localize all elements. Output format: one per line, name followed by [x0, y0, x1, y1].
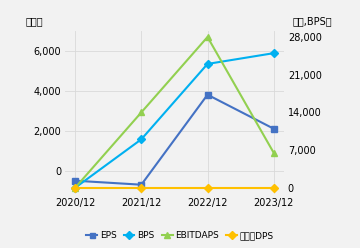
EPS	[271, 127, 276, 130]
BPS	[205, 62, 210, 65]
EPS	[73, 179, 77, 182]
보통주DPS	[139, 186, 144, 189]
BPS	[73, 186, 77, 189]
BPS	[271, 52, 276, 55]
Line: EPS: EPS	[72, 92, 276, 187]
EPS	[205, 93, 210, 96]
Line: BPS: BPS	[72, 50, 276, 190]
EBITDAPS	[205, 35, 210, 38]
보통주DPS	[271, 186, 276, 189]
Line: 보통주DPS: 보통주DPS	[72, 185, 276, 190]
Text: （원）: （원）	[26, 16, 44, 26]
EBITDAPS	[271, 151, 276, 154]
보통주DPS	[73, 186, 77, 189]
Legend: EPS, BPS, EBITDAPS, 보통주DPS: EPS, BPS, EBITDAPS, 보통주DPS	[82, 227, 278, 244]
EBITDAPS	[139, 111, 144, 114]
Line: EBITDAPS: EBITDAPS	[72, 33, 277, 191]
BPS	[139, 138, 144, 141]
EPS	[139, 183, 144, 186]
Text: （원,BPS）: （원,BPS）	[292, 16, 332, 26]
EBITDAPS	[73, 186, 77, 189]
보통주DPS	[205, 186, 210, 189]
